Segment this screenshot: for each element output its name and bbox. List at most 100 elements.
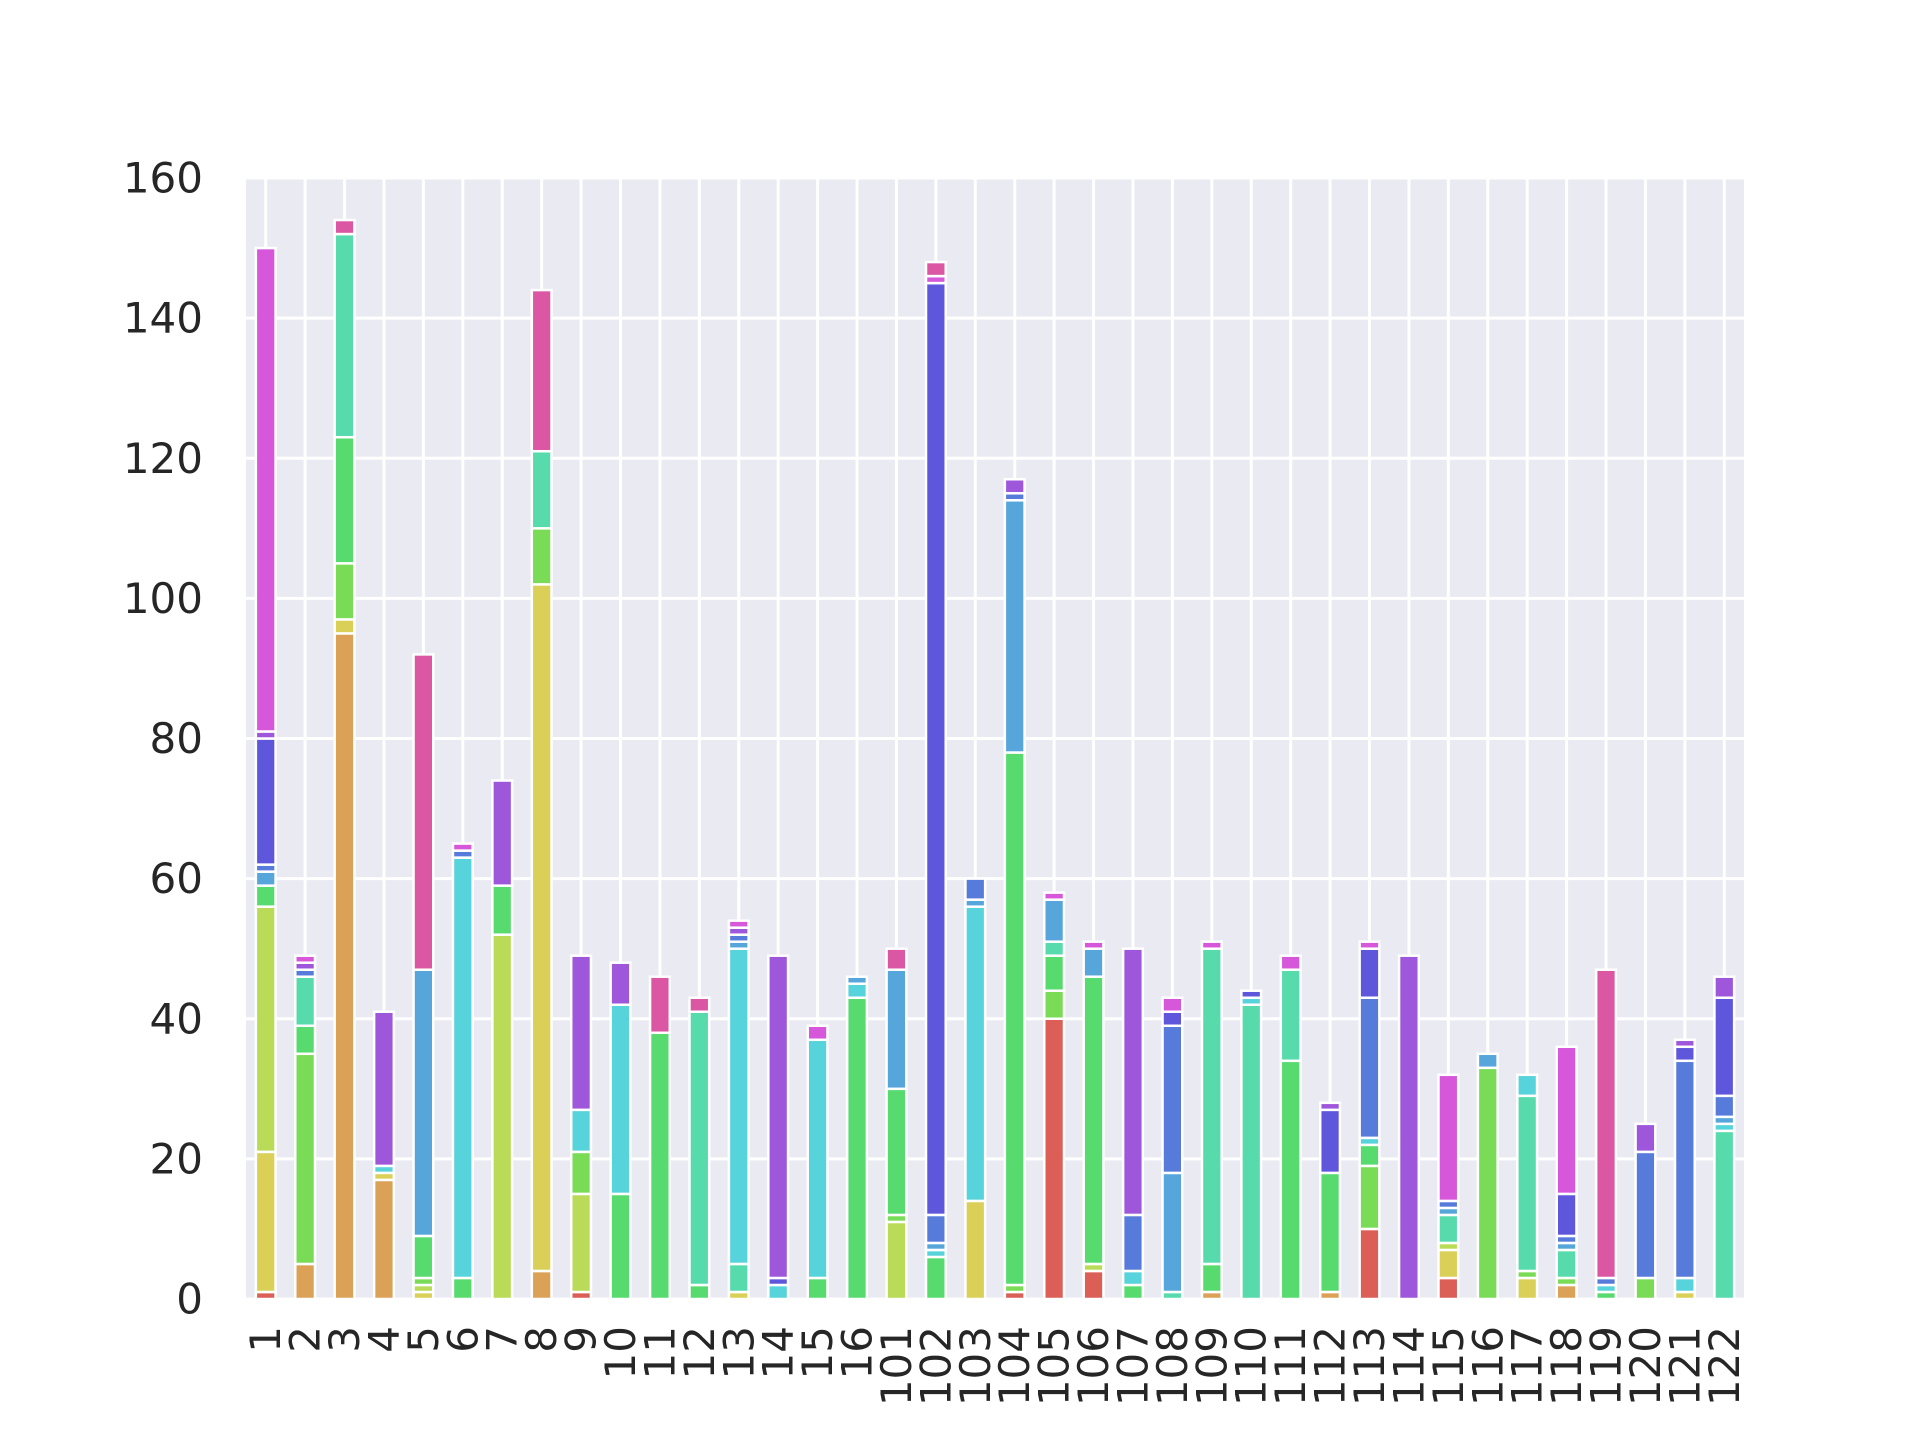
bar-segment (1200, 947, 1223, 1266)
bar-segment (412, 1234, 435, 1280)
bar-segment (924, 1255, 947, 1301)
bar-segment (1358, 1143, 1381, 1168)
bar-segment (1476, 1066, 1499, 1301)
bar-segment (530, 527, 553, 586)
bar-segment (767, 954, 790, 1280)
bar-segment (254, 884, 277, 908)
bar-segment (1121, 1213, 1145, 1273)
bar-segment (1043, 1017, 1066, 1301)
x-tick-label: 1 (241, 1326, 290, 1353)
x-tick-label: 8 (517, 1326, 566, 1353)
x-tick-label: 121 (1660, 1326, 1709, 1406)
x-axis-ticks: 1234567891011121314151610110210310410510… (241, 1326, 1749, 1406)
bar-segment (1555, 1248, 1578, 1280)
bar-segment (1555, 1045, 1578, 1196)
bar-segment (688, 1010, 711, 1287)
x-tick-label: 14 (754, 1326, 803, 1379)
x-tick-label: 4 (359, 1326, 408, 1353)
bar-segment (1240, 1003, 1263, 1301)
bar-segment (885, 1220, 908, 1301)
x-tick-label: 6 (438, 1326, 487, 1353)
bar-segment (530, 449, 553, 530)
x-tick-label: 11 (635, 1326, 684, 1379)
bar-segment (1634, 1276, 1657, 1301)
bar-segment (885, 947, 908, 971)
bar-segment (333, 435, 356, 565)
bar-segment (1200, 940, 1223, 950)
bar-segment (1121, 1283, 1145, 1301)
bar-segment (1437, 1213, 1460, 1245)
bar-segment (1161, 1171, 1184, 1294)
bar-segment (688, 1283, 711, 1301)
bar-segment (569, 1150, 593, 1196)
bar-segment (1161, 996, 1184, 1013)
bar-segment (845, 996, 869, 1301)
bar-segment (1082, 947, 1105, 978)
bar-segment (1279, 954, 1302, 971)
bar-stacks (254, 218, 1736, 1301)
bar-segment (412, 968, 435, 1238)
bar-segment (491, 779, 514, 887)
bar-segment (569, 954, 593, 1112)
bar-segment (1673, 1276, 1696, 1294)
bar-segment (1713, 1094, 1736, 1119)
bar-segment (1476, 1052, 1499, 1070)
x-tick-label: 122 (1700, 1326, 1749, 1406)
bar-segment (1318, 1101, 1342, 1112)
bar-segment (1437, 1276, 1460, 1301)
bar-segment (1594, 968, 1618, 1280)
x-tick-label: 119 (1582, 1326, 1631, 1406)
y-tick-label: 140 (123, 294, 203, 343)
bar-segment (491, 884, 514, 936)
bar-segment (885, 968, 908, 1091)
bar-segment (254, 737, 277, 866)
bar-segment (1358, 947, 1381, 999)
x-tick-label: 2 (281, 1326, 330, 1353)
bar-segment (1043, 891, 1066, 901)
bar-segment (1082, 1269, 1105, 1301)
x-tick-label: 5 (399, 1326, 448, 1353)
x-tick-label: 104 (990, 1326, 1039, 1406)
bar-segment (1240, 989, 1263, 999)
bar-segment (294, 1024, 317, 1056)
bar-segment (1516, 1276, 1539, 1301)
bar-segment (1358, 1164, 1381, 1231)
y-tick-label: 0 (176, 1275, 203, 1324)
x-tick-label: 111 (1266, 1326, 1315, 1406)
bar-segment (1043, 954, 1066, 992)
bar-segment (1003, 478, 1026, 495)
bar-segment (333, 562, 356, 621)
bar-segment (451, 842, 474, 852)
bar-segment (294, 1052, 317, 1266)
bar-segment (333, 218, 356, 236)
bar-segment (333, 618, 356, 635)
x-tick-label: 120 (1621, 1326, 1670, 1406)
bar-segment (569, 1108, 593, 1154)
bar-segment (648, 975, 672, 1035)
x-tick-label: 114 (1384, 1326, 1433, 1406)
bar-segment (924, 281, 947, 1217)
x-tick-label: 108 (1148, 1326, 1197, 1406)
bar-segment (964, 877, 987, 901)
bar-segment (1713, 996, 1736, 1098)
bar-segment (294, 1262, 317, 1301)
y-tick-label: 100 (123, 574, 203, 623)
bar-segment (491, 933, 514, 1301)
bar-segment (845, 982, 869, 999)
bar-segment (1673, 1038, 1696, 1049)
bar-segment (1437, 1073, 1460, 1203)
x-tick-label: 105 (1030, 1326, 1079, 1406)
bar-segment (688, 996, 711, 1013)
bar-segment (254, 1150, 277, 1294)
bar-segment (1358, 1227, 1381, 1301)
y-axis-ticks: 0 20 40 60 80 100 120 140 160 (123, 154, 203, 1324)
bar-segment (1121, 1269, 1145, 1287)
bar-segment (254, 246, 277, 733)
bar-segment (1516, 1094, 1539, 1273)
bar-segment (806, 1276, 829, 1301)
x-tick-label: 106 (1069, 1326, 1118, 1406)
x-tick-label: 115 (1424, 1326, 1473, 1406)
bar-segment (530, 288, 553, 453)
bar-segment (1713, 1129, 1736, 1301)
